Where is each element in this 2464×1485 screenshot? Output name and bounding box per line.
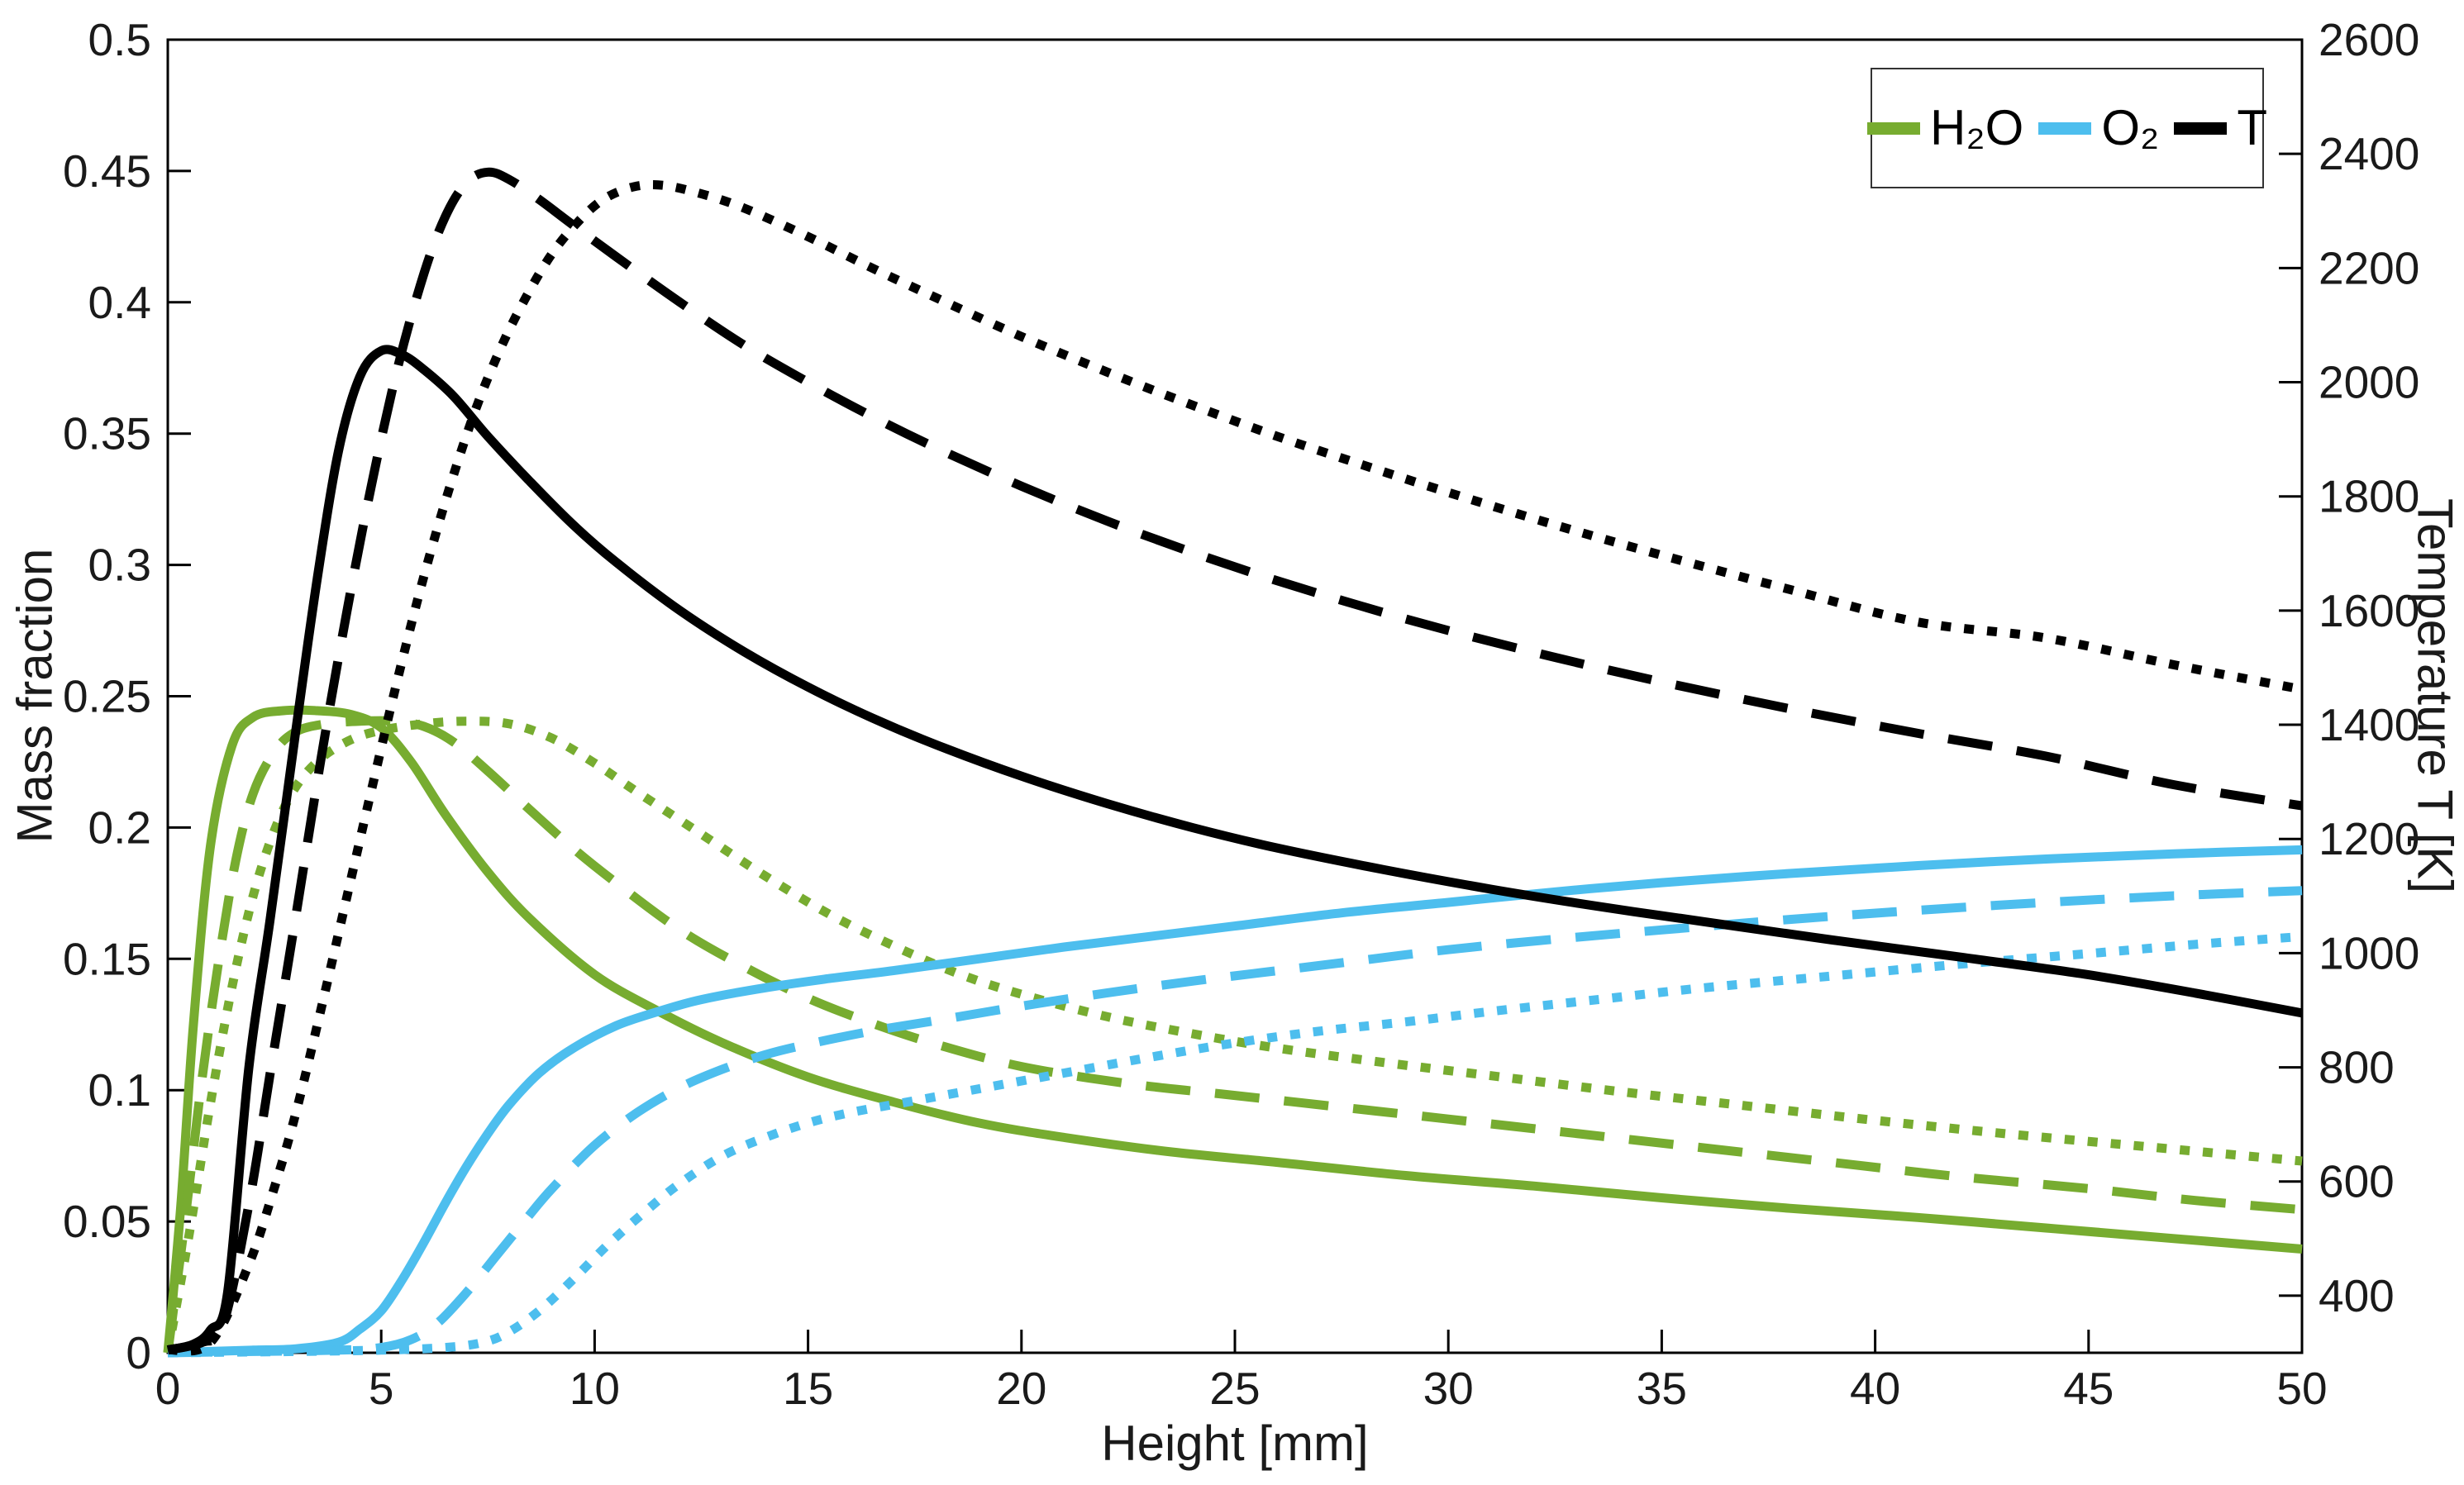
y-right-tick-label: 1600 (2319, 585, 2419, 636)
y-right-tick-label: 2200 (2319, 242, 2419, 293)
legend-item-ho: H₂O (1867, 103, 2023, 153)
y-axis-label-right: Temperature T [K] (2407, 497, 2463, 894)
x-tick-label: 5 (369, 1363, 394, 1414)
series-h2o-dotted (163, 716, 2303, 1354)
series-t-dotted (167, 179, 2304, 1356)
y-left-tick-label: 0.15 (63, 933, 151, 984)
legend-item-t: T (2174, 103, 2267, 153)
x-tick-label: 40 (1850, 1363, 1900, 1414)
y-right-tick-label: 600 (2319, 1156, 2395, 1207)
x-tick-label: 35 (1637, 1363, 1687, 1414)
y-right-tick-label: 1800 (2319, 471, 2419, 522)
y-left-tick-label: 0.1 (88, 1064, 151, 1116)
x-tick-label: 15 (783, 1363, 833, 1414)
series-t-solid (166, 345, 2304, 1354)
series-h2o-dashed (163, 716, 2303, 1354)
y-right-tick-label: 2400 (2319, 128, 2419, 179)
y-right-tick-label: 2600 (2319, 14, 2419, 65)
legend: H₂O O₂ T (1867, 68, 2267, 188)
series-o2-solid (167, 845, 2303, 1358)
x-tick-label: 30 (1423, 1363, 1474, 1414)
y-left-tick-label: 0.3 (88, 540, 151, 591)
y-left-tick-label: 0.4 (88, 277, 151, 328)
y-left-tick-label: 0.2 (88, 802, 151, 853)
y-left-tick-label: 0.25 (63, 671, 151, 722)
legend-item-o: O₂ (2038, 103, 2159, 153)
y-left-tick-label: 0.45 (63, 145, 151, 197)
y-right-tick-label: 2000 (2319, 357, 2419, 408)
y-right-tick-label: 1000 (2319, 927, 2419, 978)
x-tick-label: 45 (2063, 1363, 2114, 1414)
x-tick-label: 20 (996, 1363, 1046, 1414)
y-left-tick-label: 0.5 (88, 14, 151, 65)
legend-line-swatch (2174, 121, 2228, 135)
series-group (163, 167, 2304, 1358)
legend-label: T (2237, 100, 2267, 155)
y-right-tick-label: 800 (2319, 1042, 2395, 1093)
x-tick-label: 10 (570, 1363, 620, 1414)
legend-label: H₂O (1930, 100, 2024, 155)
legend-line-swatch (1867, 121, 1921, 135)
y-left-tick-label: 0.35 (63, 408, 151, 459)
y-right-tick-label: 400 (2319, 1270, 2395, 1321)
series-o2-dashed (167, 886, 2303, 1358)
x-axis-label: Height [mm] (1101, 1416, 1369, 1471)
y-left-tick-label: 0.05 (63, 1196, 151, 1247)
y-axis-label-left: Mass fraction (7, 548, 63, 844)
y-right-tick-label: 1200 (2319, 813, 2419, 864)
x-tick-label: 25 (1209, 1363, 1260, 1414)
series-h2o-solid (163, 705, 2303, 1354)
x-tick-label: 50 (2276, 1363, 2327, 1414)
x-tick-label: 0 (155, 1363, 181, 1414)
series-o2-dotted (167, 931, 2303, 1358)
legend-label: O₂ (2101, 100, 2160, 155)
y-right-tick-label: 1400 (2319, 699, 2419, 750)
legend-line-swatch (2038, 121, 2092, 135)
y-left-tick-label: 0 (126, 1327, 151, 1378)
series-t-dashed (166, 167, 2303, 1354)
